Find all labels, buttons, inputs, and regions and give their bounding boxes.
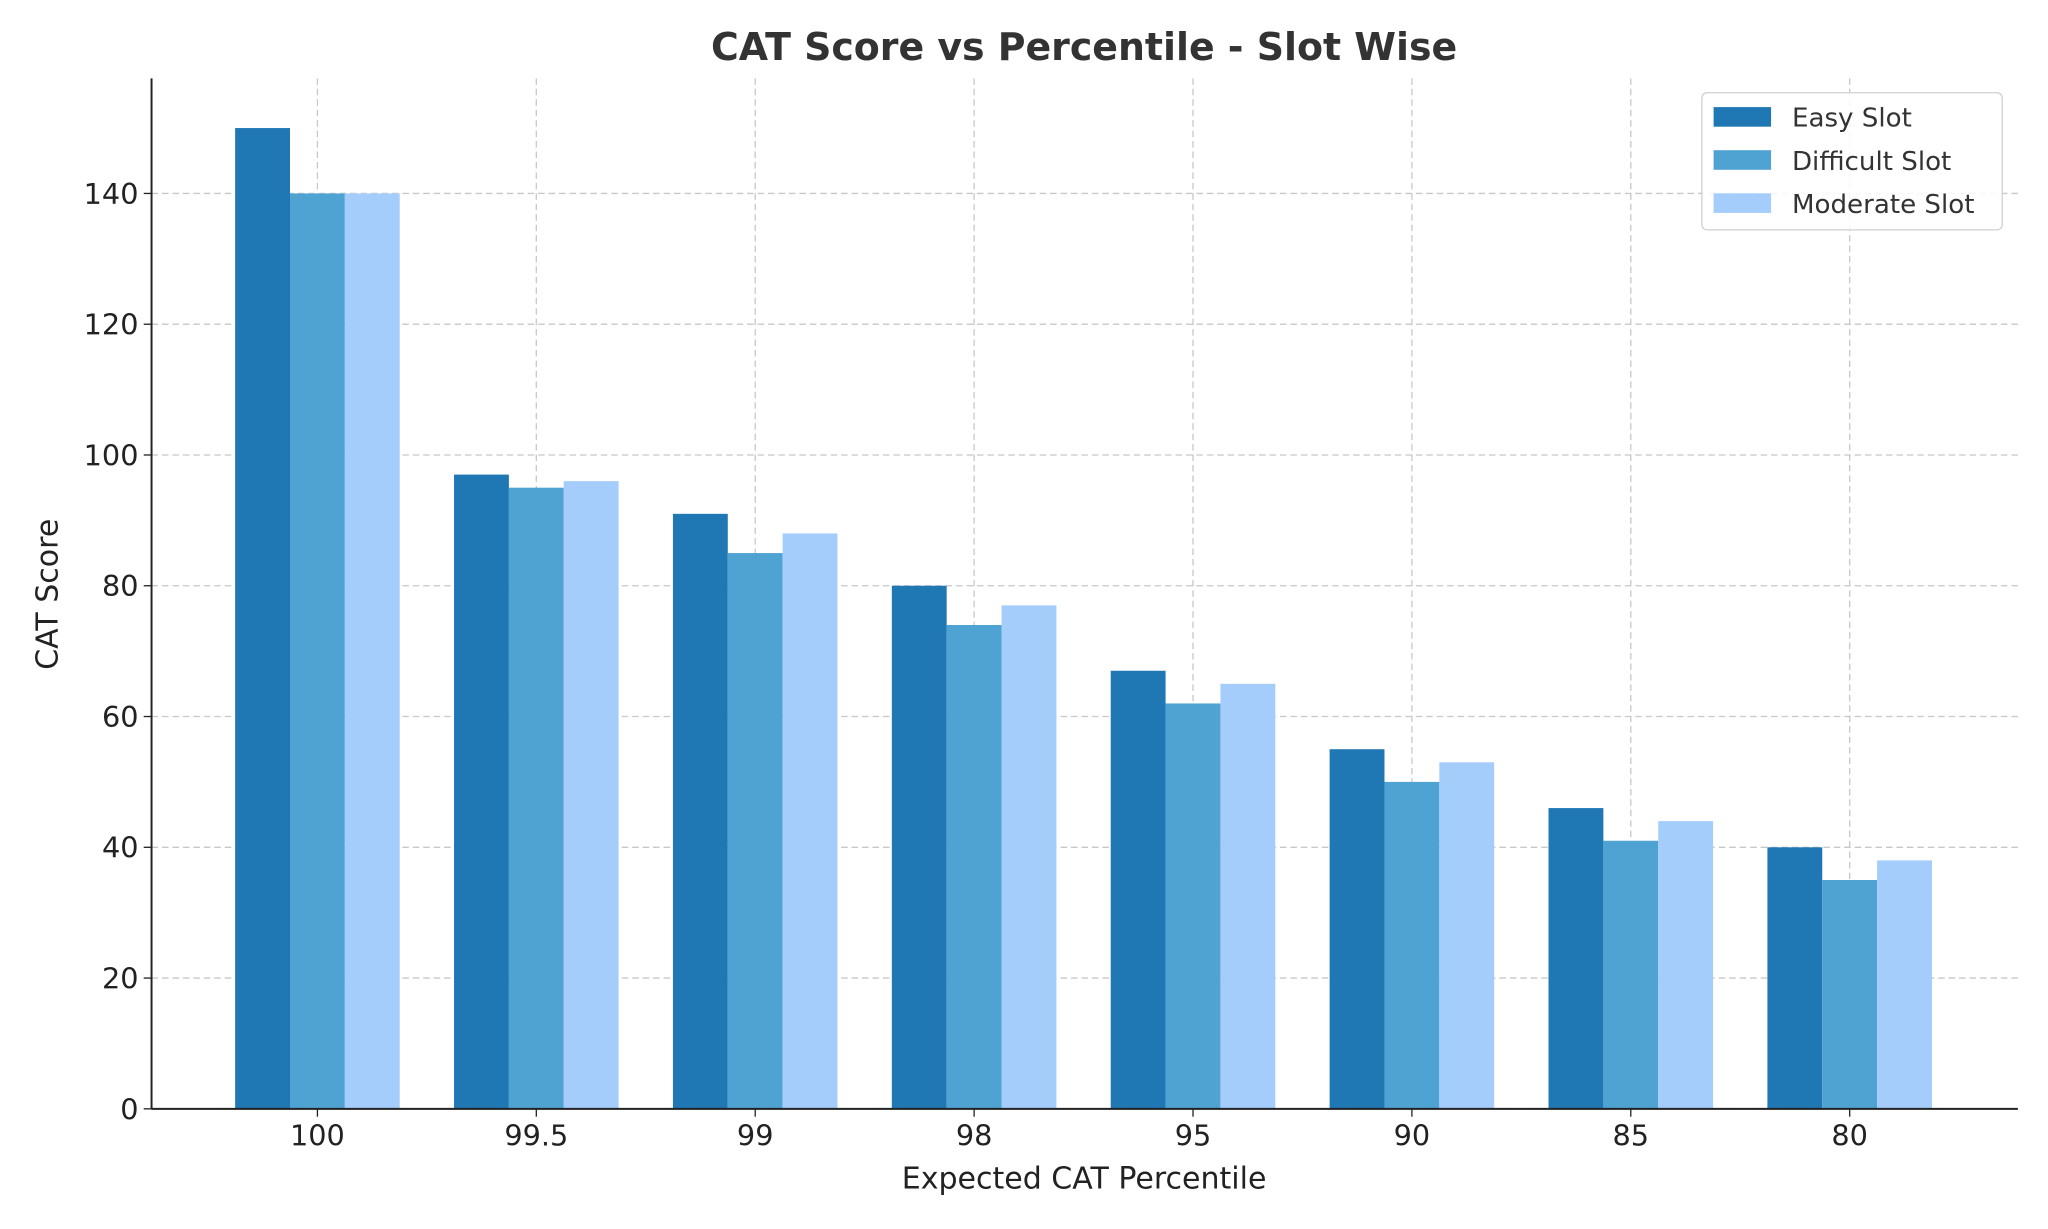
bar-easy-slot	[1767, 847, 1823, 1109]
y-axis-label: CAT Score	[31, 519, 66, 670]
bar-easy-slot	[891, 585, 947, 1109]
y-tick-label: 60	[102, 700, 139, 734]
x-tick-label: 80	[1831, 1118, 1868, 1152]
bar-difficult-slot	[727, 553, 783, 1109]
legend-label: Difficult Slot	[1792, 147, 1951, 177]
legend-swatch	[1713, 107, 1772, 127]
bar-easy-slot	[235, 128, 290, 1109]
bar-moderate-slot	[1658, 821, 1714, 1109]
bar-difficult-slot	[1165, 703, 1221, 1109]
bar-difficult-slot	[508, 487, 564, 1109]
chart-title: CAT Score vs Percentile - Slot Wise	[711, 25, 1457, 69]
bar-moderate-slot	[344, 193, 400, 1109]
bar-moderate-slot	[782, 533, 838, 1109]
y-tick-label: 0	[120, 1092, 138, 1126]
bar-difficult-slot	[289, 193, 345, 1109]
x-tick-label: 85	[1613, 1118, 1650, 1152]
y-tick-label: 20	[102, 962, 139, 996]
y-tick-label: 40	[102, 831, 139, 865]
y-tick-label: 100	[84, 438, 139, 472]
bar-difficult-slot	[1822, 879, 1878, 1109]
bar-difficult-slot	[946, 624, 1002, 1109]
bar-moderate-slot	[1439, 762, 1495, 1109]
x-axis-label: Expected CAT Percentile	[902, 1162, 1267, 1197]
y-tick-label: 80	[102, 569, 139, 603]
bar-easy-slot	[1329, 749, 1385, 1109]
y-tick-label: 140	[84, 177, 139, 211]
legend-label: Moderate Slot	[1792, 190, 1975, 220]
legend-label: Easy Slot	[1792, 104, 1912, 134]
bar-difficult-slot	[1384, 781, 1440, 1109]
legend-swatch	[1713, 193, 1772, 213]
y-tick-label: 120	[84, 308, 139, 342]
bar-easy-slot	[672, 513, 728, 1109]
bar-difficult-slot	[1603, 840, 1659, 1109]
legend: Easy Slot Difficult Slot Moderate Slot	[1701, 92, 2003, 231]
x-tick-label: 98	[956, 1118, 993, 1152]
bar-moderate-slot	[1220, 683, 1276, 1109]
bar-moderate-slot	[563, 481, 619, 1109]
bar-easy-slot	[454, 474, 509, 1109]
x-tick-label: 90	[1394, 1118, 1431, 1152]
x-tick-label: 100	[290, 1118, 345, 1152]
x-tick-label: 95	[1175, 1118, 1212, 1152]
x-tick-label: 99.5	[504, 1118, 568, 1152]
bar-easy-slot	[1548, 808, 1604, 1109]
legend-swatch	[1713, 150, 1772, 170]
x-tick-label: 99	[737, 1118, 774, 1152]
bar-easy-slot	[1110, 670, 1166, 1109]
bar-moderate-slot	[1877, 860, 1932, 1109]
bar-moderate-slot	[1001, 605, 1057, 1109]
